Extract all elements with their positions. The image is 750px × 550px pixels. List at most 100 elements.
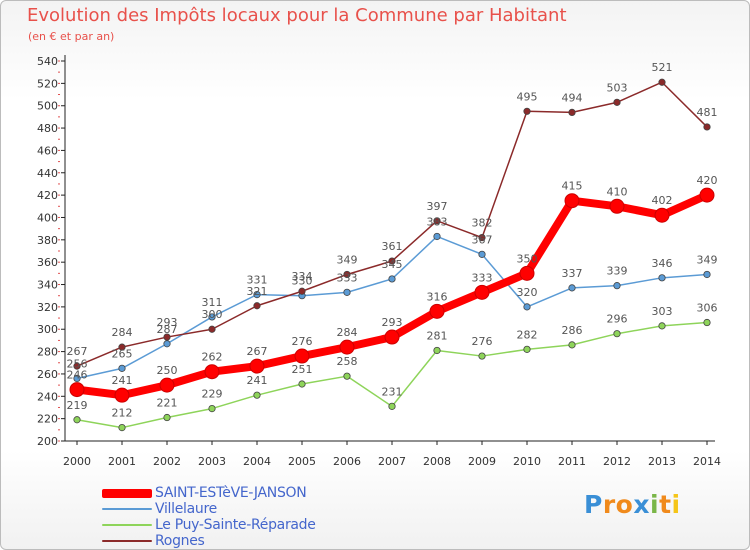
data-label: 306 <box>697 302 718 315</box>
data-point <box>253 290 261 299</box>
data-label: 258 <box>337 355 358 368</box>
legend-label: Le Puy-Sainte-Réparade <box>155 517 316 533</box>
y-tick-label: 320 <box>37 301 58 314</box>
data-point <box>343 270 351 279</box>
y-tick-label: 200 <box>37 435 58 448</box>
data-label: 382 <box>472 217 493 230</box>
data-label: 494 <box>562 91 583 104</box>
y-tick-label: 400 <box>37 211 58 224</box>
data-label: 262 <box>202 351 223 364</box>
data-label: 337 <box>562 267 583 280</box>
data-label: 415 <box>562 180 583 193</box>
data-point <box>69 382 85 398</box>
logo-letter: P <box>584 490 603 519</box>
data-point <box>564 193 580 209</box>
data-point <box>298 380 306 388</box>
data-point <box>474 284 490 300</box>
proxiti-logo: Proxiti <box>584 490 681 519</box>
data-point <box>388 402 396 410</box>
data-label: 330 <box>292 275 313 288</box>
data-point <box>658 274 666 282</box>
data-point <box>249 358 265 374</box>
x-tick-label: 2008 <box>423 455 451 468</box>
data-label: 286 <box>562 324 583 337</box>
x-tick-label: 2014 <box>693 455 721 468</box>
data-point <box>478 233 486 242</box>
logo-letter: i <box>671 490 681 519</box>
data-point <box>208 325 216 333</box>
y-tick-label: 280 <box>37 346 58 359</box>
legend-swatch-blue <box>102 508 152 510</box>
chart-subtitle: (en € et par an) <box>28 30 115 43</box>
data-point <box>478 250 486 258</box>
data-label: 256 <box>67 357 88 370</box>
y-tick-label: 340 <box>37 279 58 292</box>
data-point <box>703 318 711 327</box>
data-label: 503 <box>607 81 628 94</box>
logo-letter: x <box>633 490 650 519</box>
data-point <box>568 108 576 117</box>
data-label: 293 <box>157 316 178 329</box>
data-label: 300 <box>202 308 223 321</box>
data-label: 296 <box>607 313 628 326</box>
data-point <box>253 391 261 399</box>
data-point <box>298 287 306 295</box>
data-label: 481 <box>697 106 718 119</box>
data-label: 321 <box>247 285 268 298</box>
data-label: 250 <box>157 364 178 377</box>
data-label: 333 <box>472 271 493 284</box>
data-label: 350 <box>517 252 538 265</box>
data-point <box>384 329 400 345</box>
data-point <box>343 372 351 380</box>
data-point <box>204 364 220 380</box>
data-point <box>73 374 81 383</box>
data-point <box>613 282 621 290</box>
x-tick-label: 2007 <box>378 455 406 468</box>
x-tick-label: 2012 <box>603 455 631 468</box>
data-point <box>703 123 711 131</box>
data-point <box>654 207 670 223</box>
data-label: 420 <box>697 174 718 187</box>
data-point <box>118 423 126 432</box>
y-tick-label: 360 <box>37 256 58 269</box>
y-tick-label: 440 <box>37 167 58 180</box>
y-tick-label: 520 <box>37 77 58 90</box>
data-label: 521 <box>652 61 673 74</box>
y-tick-label: 220 <box>37 413 58 426</box>
data-point <box>478 352 486 360</box>
data-label: 349 <box>697 253 718 266</box>
data-point <box>294 348 310 364</box>
x-tick-label: 2000 <box>63 455 91 468</box>
data-point <box>433 217 441 225</box>
legend-swatch-red <box>102 489 152 498</box>
data-point <box>658 78 666 86</box>
data-point <box>73 362 81 370</box>
data-label: 246 <box>67 369 88 382</box>
legend-swatch-darkred <box>102 540 152 542</box>
data-point <box>118 364 126 372</box>
data-label: 219 <box>67 399 88 412</box>
data-point <box>699 187 715 203</box>
data-label: 410 <box>607 185 628 198</box>
data-label: 311 <box>202 296 223 309</box>
x-tick-label: 2001 <box>108 455 136 468</box>
y-tick-label: 460 <box>37 144 58 157</box>
data-label: 276 <box>472 335 493 348</box>
legend-swatch-green <box>102 524 152 526</box>
y-tick-label: 480 <box>37 122 58 135</box>
x-tick-label: 2002 <box>153 455 181 468</box>
data-point <box>343 288 351 296</box>
logo-letter: t <box>659 490 672 519</box>
data-label: 333 <box>337 271 358 284</box>
data-label: 345 <box>382 258 403 271</box>
data-point <box>253 302 261 310</box>
legend-label: Rognes <box>155 533 205 549</box>
data-point <box>523 107 531 115</box>
data-label: 212 <box>112 407 133 420</box>
data-point <box>658 322 666 330</box>
x-tick-label: 2010 <box>513 455 541 468</box>
x-tick-label: 2004 <box>243 455 271 468</box>
data-point <box>208 404 216 413</box>
